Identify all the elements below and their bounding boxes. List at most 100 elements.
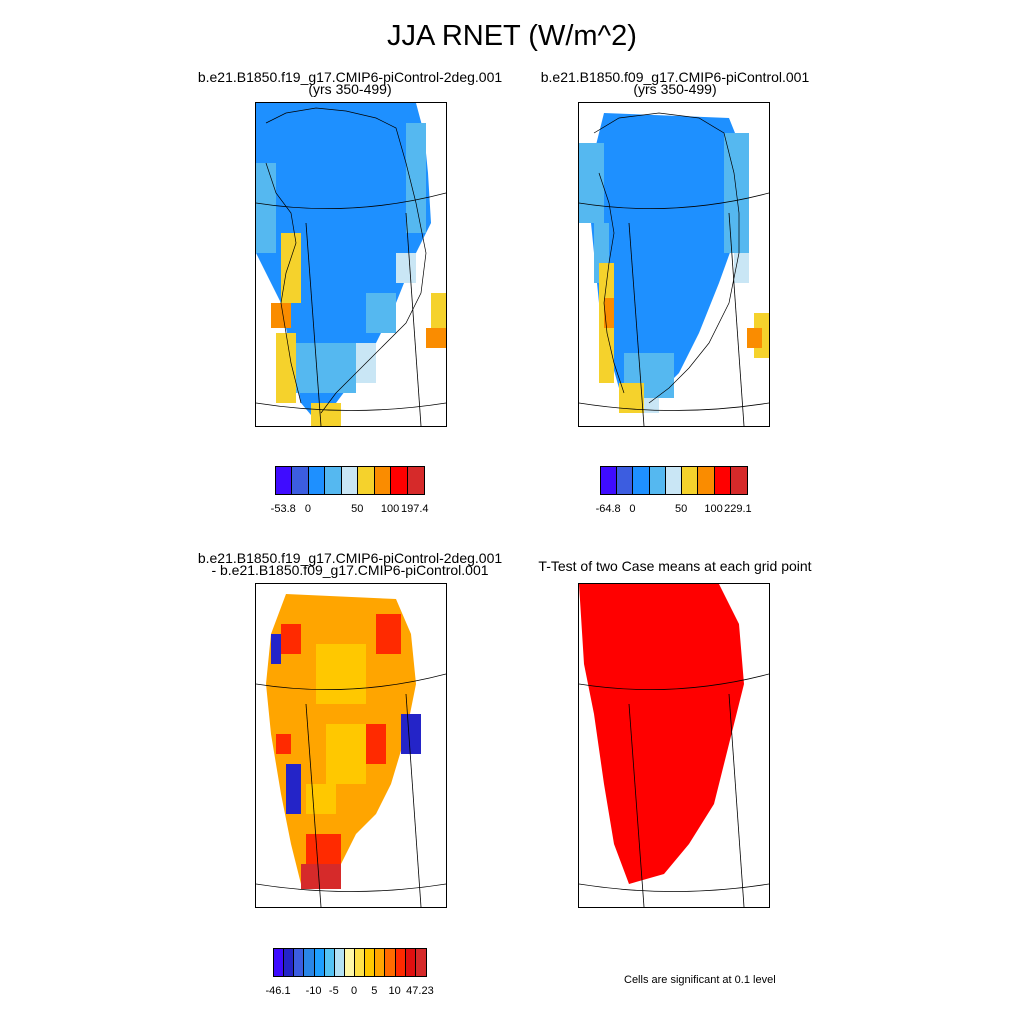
diff-dark-cells: [301, 864, 341, 889]
colorbar-tick-label: 0: [629, 503, 636, 515]
colorbar-swatch: [633, 467, 650, 494]
diff-blue-cells: [271, 634, 421, 814]
diff-cell: [286, 764, 301, 814]
colorbar-swatch: [415, 949, 426, 976]
meridian-line: [305, 222, 322, 426]
colorbar-tick-label: 50: [674, 503, 688, 515]
panel-2-map: [578, 102, 770, 427]
margin-cell: [579, 143, 604, 223]
colorbar-swatch: [649, 467, 666, 494]
margin-cell: [296, 343, 356, 393]
colorbar-swatch: [324, 949, 335, 976]
panel-4-title-line1: T-Test of two Case means at each grid po…: [538, 558, 812, 574]
significance-note: Cells are significant at 0.1 level: [624, 974, 776, 986]
margin-cell: [256, 163, 276, 253]
colorbar-swatch: [274, 949, 285, 976]
parallel-line: [579, 192, 769, 210]
colorbar-tick-label: 100: [704, 503, 723, 515]
panel-3-map-svg: [256, 594, 446, 907]
parallel-line: [256, 192, 446, 210]
meridian-line: [405, 693, 422, 907]
colorbar-swatch: [665, 467, 683, 494]
diff-cell: [316, 644, 366, 704]
diff-cell: [276, 734, 291, 754]
colorbar-swatch: [358, 467, 375, 494]
colorbar-swatch: [341, 467, 359, 494]
colorbar-2-labels: -64.8 0 50 100 229.1: [596, 503, 752, 517]
panel-1-title-line2: (yrs 350-499): [308, 81, 392, 97]
colorbar-tick-label: 0: [304, 503, 311, 515]
diff-cell: [271, 634, 281, 664]
margin-light-cells: [256, 123, 426, 393]
colorbar-tick-label: 5: [371, 985, 378, 997]
page-title: JJA RNET (W/m^2): [387, 20, 637, 52]
panel-1-title-line1: b.e21.B1850.f19_g17.CMIP6-piControl-2deg…: [197, 69, 503, 85]
colorbar-swatch: [617, 467, 634, 494]
panel-1-title: b.e21.B1850.f19_g17.CMIP6-piControl-2deg…: [160, 69, 540, 97]
ice-interior: [589, 113, 744, 403]
parallel-line: [256, 402, 446, 411]
colorbar-swatch: [344, 949, 355, 976]
colorbar-tick-label: 197.4: [401, 503, 429, 515]
colorbar-3-labels: -46.1 -10 -5 0 5 10 47.23: [266, 985, 434, 999]
parallel-line: [579, 402, 769, 411]
parallel-line: [579, 883, 769, 892]
panel-1-map: [255, 102, 447, 427]
colorbar-1: [275, 466, 425, 495]
diff-red-cells: [276, 614, 401, 864]
coast-cell: [271, 303, 291, 328]
colorbar-1-labels: -53.8 0 50 100 197.4: [271, 503, 429, 517]
coast-orange-cells: [604, 298, 762, 348]
coast-cell: [426, 328, 446, 348]
margin-cell: [396, 253, 416, 283]
significant-cells: [579, 584, 744, 884]
colorbar-swatch: [276, 467, 293, 494]
diff-cell: [401, 714, 421, 754]
colorbar-swatch: [714, 467, 731, 494]
colorbar-swatch: [365, 949, 376, 976]
colorbar-tick-label: -5: [328, 985, 339, 997]
colorbar-tick-label: -10: [305, 985, 322, 997]
diff-cell: [376, 614, 401, 654]
panel-4-title: T-Test of two Case means at each grid po…: [485, 558, 865, 574]
colorbar-tick-label: -46.1: [265, 985, 291, 997]
colorbar-swatch: [374, 467, 392, 494]
coast-cell: [604, 298, 614, 328]
graticule: [579, 192, 769, 426]
greenland-ice-sheet: [256, 103, 431, 421]
colorbar-tick-label: 0: [351, 985, 358, 997]
meridian-line: [628, 222, 645, 426]
panel-3-title-line2: - b.e21.B1850.f09_g17.CMIP6-piControl.00…: [211, 562, 489, 578]
colorbar-swatch: [385, 949, 396, 976]
coast-cell: [311, 403, 341, 426]
panel-2-map-svg: [579, 112, 769, 426]
diff-light-cells: [306, 644, 366, 814]
colorbar-swatch: [308, 467, 326, 494]
ice-interior: [256, 103, 431, 421]
colorbar-tick-label: 10: [388, 985, 401, 997]
colorbar-swatch: [407, 467, 424, 494]
colorbar-swatch: [375, 949, 386, 976]
coast-cell: [431, 293, 446, 333]
colorbar-tick-label: 229.1: [724, 503, 752, 515]
colorbar-swatch: [334, 949, 345, 976]
colorbar-swatch: [292, 467, 309, 494]
colorbar-tick-label: 47.23: [406, 985, 434, 997]
colorbar-swatch: [682, 467, 699, 494]
panel-3-title: b.e21.B1850.f19_g17.CMIP6-piControl-2deg…: [160, 551, 540, 578]
diff-cell: [301, 864, 341, 889]
colorbar-swatch: [405, 949, 416, 976]
colorbar-tick-label: -53.8: [270, 503, 296, 515]
parallel-line: [256, 673, 446, 691]
meridian-line: [628, 703, 645, 907]
coast-cell: [747, 328, 762, 348]
panel-1-map-svg: [256, 103, 446, 426]
graticule: [256, 673, 446, 907]
colorbar-swatch: [355, 949, 366, 976]
colorbar-swatch: [395, 949, 406, 976]
coastline: [265, 107, 427, 414]
coast-orange-cells: [271, 303, 446, 348]
greenland-ice-sheet: [589, 113, 744, 403]
panel-3-map: [255, 583, 447, 908]
coast-cell: [276, 333, 296, 403]
